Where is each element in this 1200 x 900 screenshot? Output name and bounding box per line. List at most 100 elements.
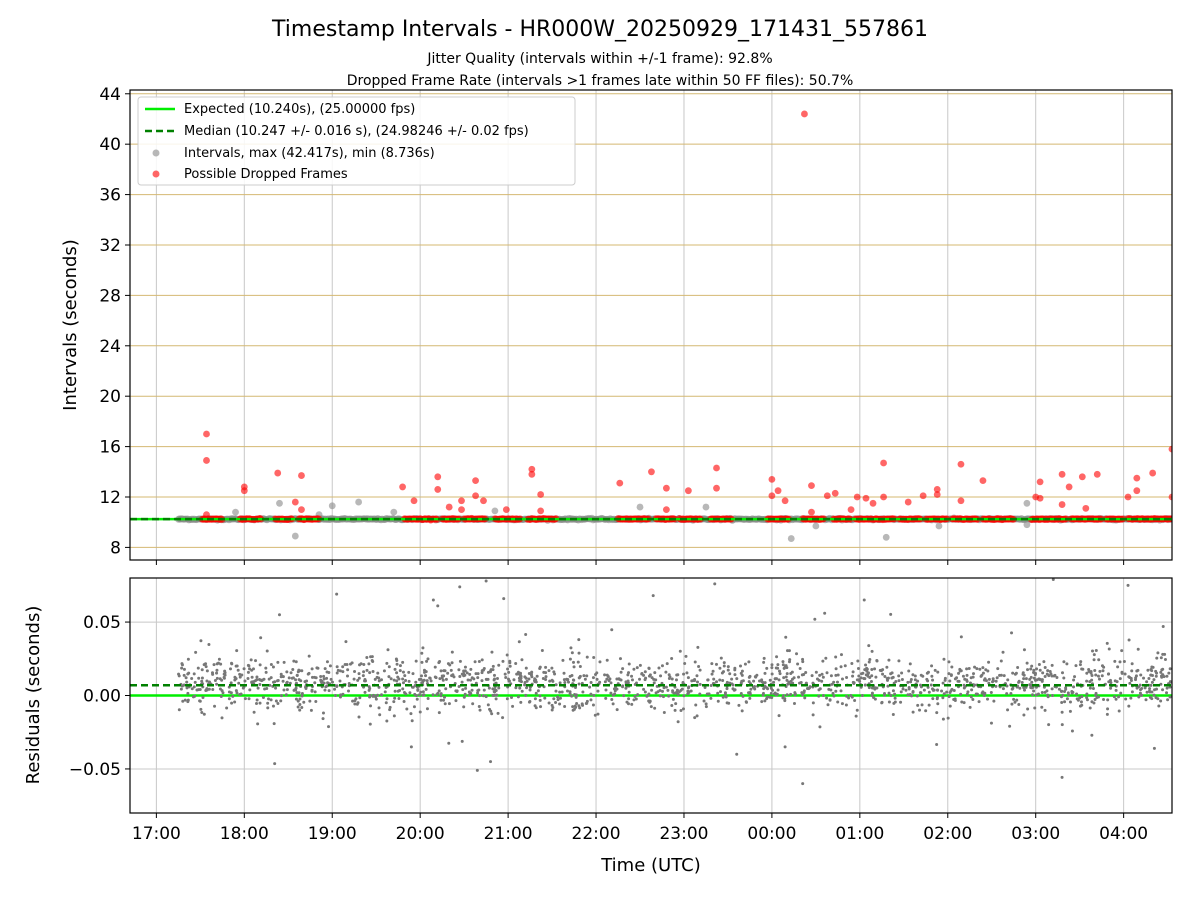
dropped-frame-point <box>1168 493 1172 501</box>
residual-point <box>335 592 339 596</box>
residual-point <box>870 693 874 697</box>
residual-point <box>650 688 654 692</box>
residual-point <box>558 696 562 700</box>
residual-point <box>695 680 699 684</box>
residual-point <box>693 660 697 664</box>
interval-point <box>882 533 890 541</box>
residual-point <box>1040 705 1044 709</box>
residual-point <box>1014 671 1018 675</box>
residual-point <box>566 677 570 681</box>
residual-point <box>1041 671 1045 675</box>
dropped-frame-point <box>274 469 282 477</box>
residual-point <box>518 686 522 690</box>
residual-point <box>1085 679 1089 683</box>
residual-point <box>439 698 443 702</box>
residual-point <box>535 674 539 678</box>
residual-point <box>621 667 625 671</box>
residual-point <box>839 653 843 657</box>
residual-point <box>183 698 187 702</box>
residual-point <box>874 675 878 679</box>
residual-point <box>1126 583 1130 587</box>
residual-point <box>987 677 991 681</box>
residual-point <box>735 677 739 681</box>
residual-point <box>285 670 289 674</box>
residual-point <box>752 679 756 683</box>
residual-point <box>205 679 209 683</box>
residual-point <box>921 674 925 678</box>
residual-point <box>261 678 265 682</box>
residual-point <box>851 674 855 678</box>
residual-point <box>931 697 935 701</box>
residual-point <box>947 695 951 699</box>
residual-point <box>297 678 301 682</box>
residual-point <box>920 703 924 707</box>
residual-point <box>242 667 246 671</box>
residual-point <box>1117 695 1121 699</box>
residual-point <box>1030 693 1034 697</box>
residual-point <box>375 675 379 679</box>
residual-point <box>569 646 573 650</box>
residual-point <box>314 676 318 680</box>
residual-point <box>1134 678 1138 682</box>
residual-point <box>247 697 251 701</box>
dropped-frame-point <box>1078 473 1086 481</box>
residual-point <box>666 688 670 692</box>
residual-point <box>255 678 259 682</box>
residual-point <box>1081 667 1085 671</box>
residual-point <box>776 663 780 667</box>
residual-point <box>300 669 304 673</box>
residual-point <box>718 678 722 682</box>
residual-point <box>325 676 329 680</box>
residual-point <box>508 659 512 663</box>
residual-point <box>478 694 482 698</box>
residual-point <box>252 667 256 671</box>
residual-point <box>413 684 417 688</box>
residual-point <box>544 675 548 679</box>
residual-point <box>1152 693 1156 697</box>
residual-point <box>887 700 891 704</box>
residual-point <box>916 679 920 683</box>
residual-point <box>264 666 268 670</box>
residual-point <box>753 687 757 691</box>
residual-point <box>204 665 208 669</box>
residual-point <box>308 699 312 703</box>
residual-point <box>524 693 528 697</box>
residual-point <box>835 680 839 684</box>
residual-point <box>1159 656 1163 660</box>
residual-point <box>412 705 416 709</box>
bottom-y-tick-label: −0.05 <box>69 760 121 780</box>
residual-point <box>346 689 350 693</box>
residual-point <box>728 672 732 676</box>
residual-point <box>1150 697 1154 701</box>
residual-point <box>899 690 903 694</box>
residual-point <box>588 685 592 689</box>
residual-point <box>1109 686 1113 690</box>
residual-point <box>327 671 331 675</box>
residual-point <box>781 660 785 664</box>
residual-point <box>322 677 326 681</box>
residual-point <box>418 693 422 697</box>
residual-point <box>1091 649 1095 653</box>
residual-point <box>395 658 399 662</box>
residual-point <box>411 685 415 689</box>
bottom-y-tick-label: 0.00 <box>83 687 121 707</box>
residual-point <box>501 716 505 720</box>
residual-point <box>246 670 250 674</box>
residual-point <box>560 690 564 694</box>
residual-point <box>448 663 452 667</box>
residual-point <box>421 646 425 650</box>
residual-point <box>1130 669 1134 673</box>
residual-point <box>287 676 291 680</box>
residual-point <box>703 685 707 689</box>
residual-point <box>1026 707 1030 711</box>
residual-point <box>1065 697 1069 701</box>
residual-point <box>1037 663 1041 667</box>
dropped-frame-point <box>203 511 210 519</box>
residual-point <box>249 658 253 662</box>
residual-point <box>987 660 991 664</box>
residual-point <box>518 679 522 683</box>
residual-point <box>778 672 782 676</box>
residual-point <box>1129 676 1133 680</box>
residual-point <box>398 669 402 673</box>
residual-point <box>1011 671 1015 675</box>
